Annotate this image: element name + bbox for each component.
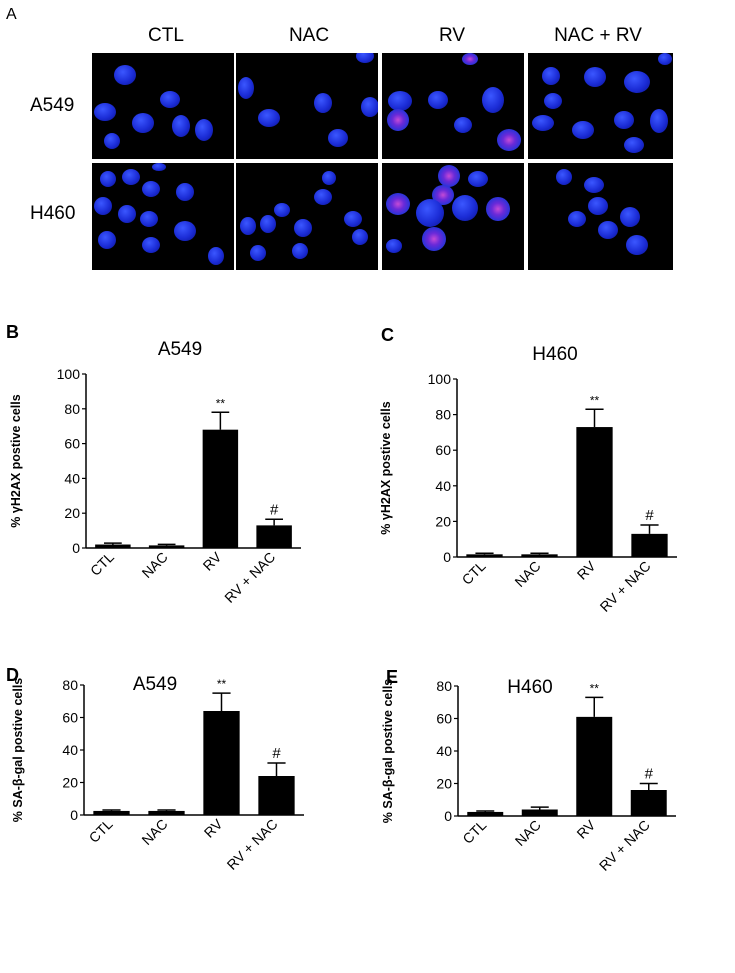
panel-letter-c: C [381, 325, 394, 345]
y-tick-label: 100 [57, 366, 81, 382]
row-header-a549: A549 [30, 95, 75, 116]
y-tick-label: 40 [436, 743, 452, 759]
y-tick-label: 20 [435, 513, 451, 529]
micrograph-h460-nac [236, 163, 378, 270]
bar-rv-nac [630, 790, 667, 816]
y-axis-label: % γH2AX postive cells [9, 394, 23, 527]
y-tick-label: 80 [436, 678, 452, 694]
y-tick-label: 100 [428, 371, 452, 387]
significance-marker: ** [590, 681, 600, 695]
bar-chart-e: H460 % SA-β-gal postive cells 0 20 40 60 80 CTL… [381, 677, 676, 874]
bar-nac [521, 554, 558, 557]
y-tick-label: 40 [435, 478, 451, 494]
x-tick-label: RV [200, 548, 225, 573]
row-header-h460: H460 [30, 203, 76, 224]
y-axis-label: % SA-β-gal postive cells [381, 679, 395, 824]
panel-letter-e: E [386, 667, 399, 687]
bar-rv [202, 429, 239, 548]
bar-rv [576, 716, 613, 816]
bar-rv-nac [258, 776, 295, 815]
micrograph-a549-rv [382, 53, 524, 159]
bar-chart-c: H460 % γH2AX postive cells 0 20 40 60 80 100 CTL… [379, 344, 677, 615]
panel-letter-d: D [6, 665, 19, 685]
significance-marker: ** [216, 396, 226, 410]
bar-nac [148, 810, 185, 815]
significance-marker: ** [590, 393, 600, 407]
y-tick-label: 60 [62, 710, 78, 726]
y-tick-label: 20 [64, 505, 80, 521]
y-tick-label: 20 [436, 776, 452, 792]
significance-marker: # [645, 766, 654, 783]
y-axis-label: % γH2AX postive cells [379, 401, 393, 534]
micrograph-a549-ctl [92, 53, 234, 159]
bar-rv [576, 427, 613, 557]
x-tick-label: CTL [459, 558, 489, 588]
micrograph-h460-rv [382, 163, 524, 270]
x-tick-label: CTL [459, 817, 489, 847]
y-tick-label: 0 [70, 807, 78, 823]
bar-chart-d: A549 % SA-β-gal postive cells 0 20 40 60 80 CTL… [11, 674, 304, 873]
y-tick-label: 80 [62, 677, 78, 693]
x-tick-label: RV [573, 816, 598, 841]
column-header-rv: RV [438, 25, 466, 46]
chart-title: H460 [532, 344, 577, 365]
x-tick-label: RV [574, 557, 599, 582]
bar-ctl [467, 811, 504, 816]
significance-marker: # [272, 745, 281, 762]
y-tick-label: 80 [64, 401, 80, 417]
bar-ctl [95, 544, 131, 548]
bar-ctl [93, 810, 130, 815]
y-tick-label: 0 [444, 808, 452, 824]
y-axis-label: % SA-β-gal postive cells [11, 678, 25, 823]
y-tick-label: 60 [64, 436, 80, 452]
x-tick-label: NAC [511, 558, 543, 590]
y-tick-label: 60 [435, 442, 451, 458]
micrograph-h460-ctl [92, 163, 234, 270]
chart-title: A549 [158, 339, 202, 360]
panel-letter-b: B [6, 322, 19, 342]
x-tick-label: RV + NAC [596, 817, 653, 874]
micrograph-h460-nac-rv [528, 163, 673, 270]
column-header-nac: NAC [288, 25, 330, 46]
bar-rv-nac [256, 525, 292, 548]
micrograph-a549-nac-rv [528, 53, 673, 159]
bar-rv-nac [631, 533, 668, 557]
significance-marker: # [270, 501, 279, 518]
bar-ctl [466, 554, 503, 557]
y-tick-label: 40 [62, 742, 78, 758]
column-header-nac-rv: NAC + RV [554, 25, 642, 46]
x-tick-label: CTL [87, 549, 117, 579]
x-tick-label: RV + NAC [224, 816, 281, 873]
x-tick-label: NAC [138, 816, 170, 848]
bar-rv [203, 711, 240, 815]
panel-letter-a: A [6, 6, 17, 23]
y-tick-label: 0 [443, 549, 451, 565]
bar-chart-b: A549 % γH2AX postive cells 0 20 40 60 80 100 CTL… [9, 339, 301, 606]
chart-title: H460 [507, 677, 552, 698]
chart-title: A549 [133, 674, 177, 695]
y-tick-label: 80 [435, 407, 451, 423]
column-header-ctl: CTL [148, 25, 184, 46]
x-tick-label: RV + NAC [221, 549, 278, 606]
x-tick-label: NAC [139, 549, 171, 581]
y-tick-label: 60 [436, 711, 452, 727]
significance-marker: # [645, 507, 654, 524]
y-tick-label: 0 [72, 540, 80, 556]
y-tick-label: 40 [64, 470, 80, 486]
y-tick-label: 20 [62, 775, 78, 791]
micrograph-a549-nac [236, 53, 378, 159]
x-tick-label: NAC [512, 817, 544, 849]
micrograph-grid [92, 53, 673, 270]
x-tick-label: CTL [86, 816, 116, 846]
bar-nac [521, 809, 558, 816]
x-tick-label: RV + NAC [597, 558, 654, 615]
significance-marker: ** [217, 677, 227, 691]
x-tick-label: RV [201, 815, 226, 840]
bar-nac [148, 545, 185, 548]
